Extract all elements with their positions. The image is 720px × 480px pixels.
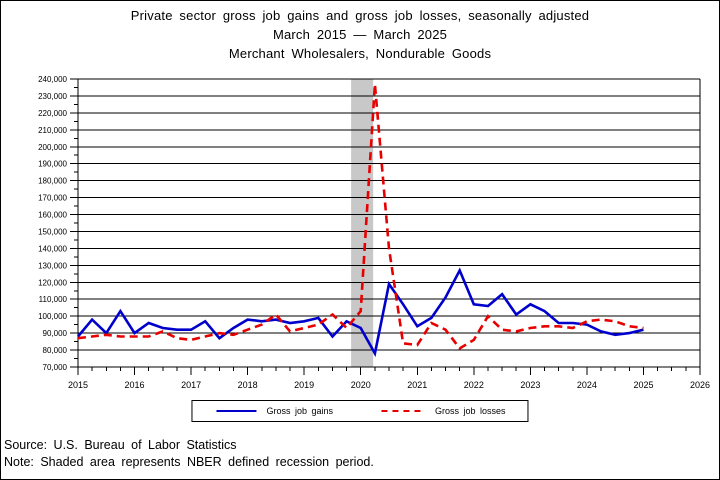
x-tick-label: 2016 [125, 380, 145, 390]
y-tick-label: 210,000 [38, 126, 67, 135]
x-tick-label: 2024 [577, 380, 597, 390]
y-tick-label: 110,000 [39, 295, 68, 304]
recession-band [351, 79, 374, 367]
gains-line-swatch [216, 410, 257, 412]
y-tick-label: 220,000 [38, 109, 67, 118]
y-tick-label: 100,000 [38, 312, 67, 321]
losses-line-swatch [381, 410, 425, 412]
legend-label-losses: Gross job losses [435, 406, 506, 416]
x-tick-label: 2017 [181, 380, 201, 390]
y-tick-label: 160,000 [38, 211, 67, 220]
x-tick-label: 2026 [690, 380, 710, 390]
x-tick-label: 2020 [351, 380, 371, 390]
x-tick-label: 2022 [464, 380, 484, 390]
grid-and-axes [70, 78, 701, 375]
legend-item-gains: Gross job gains [214, 406, 333, 416]
chart-subtitle-industry: Merchant Wholesalers, Nondurable Goods [228, 46, 492, 61]
note-text: Note: Shaded area represents NBER define… [4, 455, 374, 469]
chart-title: Private sector gross job gains and gross… [130, 8, 590, 23]
y-tick-label: 200,000 [38, 143, 67, 152]
y-tick-label: 150,000 [38, 227, 67, 236]
source-text: Source: U.S. Bureau of Labor Statistics [4, 438, 237, 452]
y-tick-label: 240,000 [38, 75, 67, 84]
y-tick-label: 80,000 [43, 346, 68, 355]
series-gross-job-gains [77, 267, 644, 358]
legend-item-losses: Gross job losses [379, 406, 506, 416]
series-gross-job-losses [77, 83, 644, 351]
x-tick-label: 2015 [68, 380, 88, 390]
x-tick-label: 2018 [238, 380, 258, 390]
y-tick-label: 120,000 [38, 278, 67, 287]
y-tick-label: 180,000 [38, 177, 67, 186]
y-tick-label: 90,000 [43, 329, 68, 338]
chart-subtitle-daterange: March 2015 — March 2025 [272, 27, 448, 42]
y-tick-label: 70,000 [43, 363, 68, 372]
x-tick-label: 2025 [633, 380, 653, 390]
legend-label-gains: Gross job gains [266, 406, 333, 416]
x-tick-label: 2023 [520, 380, 540, 390]
x-tick-label: 2019 [294, 380, 314, 390]
y-tick-label: 170,000 [38, 194, 67, 203]
y-tick-label: 140,000 [38, 244, 67, 253]
y-tick-label: 190,000 [38, 160, 67, 169]
y-tick-label: 130,000 [38, 261, 67, 270]
y-tick-label: 230,000 [38, 92, 67, 101]
legend: Gross job gains Gross job losses [191, 400, 529, 422]
x-tick-label: 2021 [407, 380, 427, 390]
